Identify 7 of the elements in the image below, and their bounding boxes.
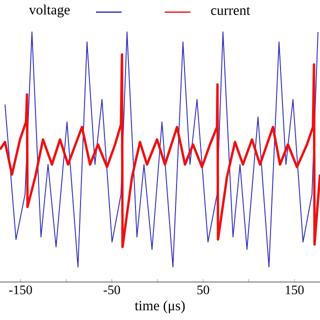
x-axis-title: time (μs) (134, 300, 185, 314)
x-tick-label: 50 (197, 286, 210, 294)
legend-label: current (211, 6, 250, 16)
x-tick-label: -50 (104, 286, 120, 294)
x-tick-label: 150 (286, 286, 304, 294)
series-label: voltage (28, 4, 70, 18)
x-tick-label: -150 (9, 286, 32, 294)
